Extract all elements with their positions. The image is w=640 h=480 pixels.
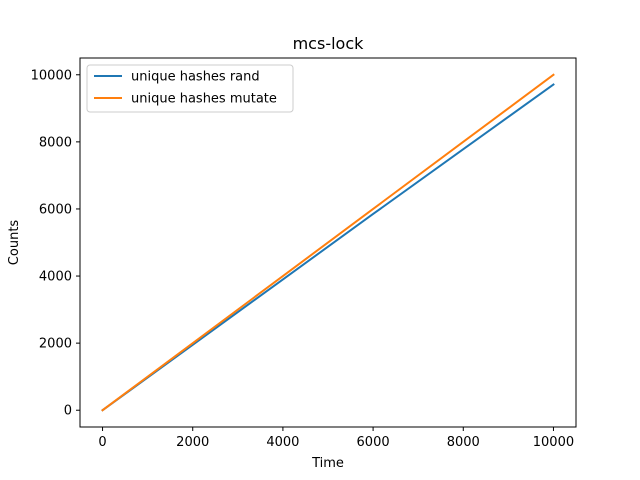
plot-frame — [79, 57, 577, 428]
legend-box — [86, 64, 294, 113]
x-tick-label: 4000 — [266, 435, 299, 450]
legend-label-rand: unique hashes rand — [131, 70, 260, 85]
series-layer — [101, 73, 555, 412]
y-tick-label: 6000 — [39, 202, 72, 217]
x-tick-label: 10000 — [533, 435, 574, 450]
legend: unique hashes rand unique hashes mutate — [86, 64, 294, 113]
x-tick-label: 0 — [98, 435, 106, 450]
y-tick-label: 8000 — [39, 135, 72, 150]
series-line-1 — [101, 73, 555, 412]
y-tick-label: 2000 — [39, 337, 72, 352]
series-line-0 — [101, 83, 555, 412]
x-tick-label: 2000 — [176, 435, 209, 450]
y-tick-label: 10000 — [31, 68, 72, 83]
x-tick-label: 8000 — [447, 435, 480, 450]
chart-title: mcs-lock — [293, 34, 365, 53]
x-axis-label: Time — [311, 456, 344, 471]
legend-label-mutate: unique hashes mutate — [131, 92, 277, 107]
y-axis-ticks: 0 2000 4000 6000 8000 10000 — [31, 68, 80, 419]
x-axis-ticks: 0 2000 4000 6000 8000 10000 — [98, 427, 574, 450]
y-tick-label: 4000 — [39, 270, 72, 285]
y-axis-label: Counts — [7, 220, 22, 266]
y-tick-label: 0 — [64, 404, 72, 419]
x-tick-label: 6000 — [357, 435, 390, 450]
